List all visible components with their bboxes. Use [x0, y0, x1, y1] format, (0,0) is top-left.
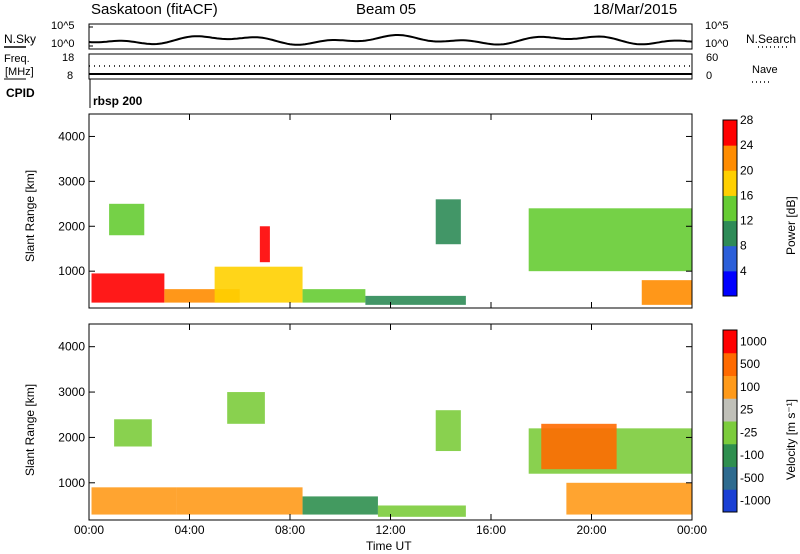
velocity-colorbar-swatch-5	[723, 375, 737, 399]
power-colorbar-swatch-2	[723, 220, 737, 247]
power-region-5	[641, 280, 692, 305]
power-colorbar-label-1: 8	[740, 239, 747, 253]
velocity-colorbar-label-4: -25	[740, 425, 758, 439]
power-region-9	[259, 226, 270, 263]
velocity-region-5	[227, 392, 265, 424]
power-region-4	[365, 295, 466, 305]
velocity-xtick-label-0: 00:00	[74, 523, 104, 537]
power-region-7	[435, 199, 461, 245]
power-colorbar-label-5: 24	[740, 138, 754, 152]
power-colorbar-swatch-6	[723, 120, 737, 146]
status-tick-left-bottom: 10^0	[51, 38, 75, 50]
velocity-xtick-label-2: 08:00	[275, 523, 305, 537]
nave-tick-bottom: 0	[706, 70, 713, 82]
status-panel-frame	[88, 23, 693, 50]
velocity-colorbar-swatch-6	[723, 352, 737, 376]
power-ytick-label-0: 1000	[58, 264, 85, 278]
power-colorbar-swatch-3	[723, 195, 737, 222]
velocity-region-6	[435, 410, 461, 452]
freq-tick-bottom: 8	[67, 70, 74, 82]
velocity-colorbar-label-1: 500	[740, 357, 760, 371]
power-region-8	[528, 208, 692, 272]
velocity-colorbar-label-3: 25	[740, 403, 754, 417]
power-colorbar-label-0: 4	[740, 264, 747, 278]
velocity-colorbar-swatch-4	[723, 398, 737, 422]
status-tick-left-top: 10^5	[51, 20, 75, 32]
beam-title: Beam 05	[356, 1, 417, 18]
velocity-colorbar-swatch-0	[723, 489, 737, 513]
velocity-ytick-label-1: 2000	[58, 430, 85, 444]
nsky-label: N.Sky	[4, 32, 37, 46]
velocity-region-1	[176, 487, 303, 515]
freq-label: Freq.	[4, 53, 30, 65]
date-title: 18/Mar/2015	[593, 1, 678, 18]
power-colorbar-swatch-4	[723, 170, 737, 196]
power-colorbar-label-4: 20	[740, 163, 754, 177]
velocity-region-4	[114, 419, 152, 447]
nave-label: Nave	[752, 64, 778, 76]
velocity-colorbar-label-6: -500	[740, 471, 764, 485]
nsky-series-line	[88, 34, 693, 46]
velocity-ytick-label-3: 4000	[58, 340, 85, 354]
power-region-6	[109, 203, 145, 236]
power-ytick-label-1: 2000	[58, 219, 85, 233]
power-colorbar-label-2: 12	[740, 214, 754, 228]
velocity-colorbar-label-7: -1000	[740, 494, 771, 508]
velocity-colorbar-label-2: 100	[740, 380, 760, 394]
velocity-xtick-label-5: 20:00	[576, 523, 606, 537]
velocity-region-8	[541, 423, 617, 470]
nsearch-label: N.Search	[746, 32, 797, 46]
velocity-xtick-label-4: 16:00	[476, 523, 506, 537]
velocity-region-3	[377, 505, 466, 517]
time-xlabel: Time UT	[366, 539, 412, 553]
velocity-region-9	[566, 482, 692, 515]
freq-tick-top: 18	[62, 52, 75, 64]
station-title: Saskatoon (fitACF)	[91, 1, 218, 18]
velocity-colorbar-label-0: 1000	[740, 334, 767, 348]
nave-tick-top: 60	[706, 52, 719, 64]
velocity-colorbar-swatch-7	[723, 330, 737, 354]
power-colorbar-swatch-5	[723, 145, 737, 171]
freq-unit-label: [MHz]	[5, 66, 34, 78]
velocity-colorbar-swatch-1	[723, 466, 737, 490]
velocity-ytick-label-2: 3000	[58, 385, 85, 399]
power-colorbar-swatch-1	[723, 245, 737, 272]
velocity-region-0	[91, 487, 177, 515]
power-region-0	[91, 273, 165, 303]
velocity-xtick-label-6: 00:00	[677, 523, 707, 537]
power-ytick-label-2: 3000	[58, 174, 85, 188]
power-region-3	[302, 289, 366, 303]
status-tick-right-top: 10^5	[705, 20, 729, 32]
velocity-colorbar-label-5: -100	[740, 448, 764, 462]
velocity-xtick-label-1: 04:00	[174, 523, 204, 537]
power-colorbar-label-6: 28	[740, 113, 754, 127]
power-region-2	[214, 266, 303, 303]
velocity-xtick-label-3: 12:00	[375, 523, 405, 537]
velocity-colorbar-frame	[722, 329, 738, 513]
velocity-colorbar-swatch-3	[723, 421, 737, 445]
velocity-ytick-label-0: 1000	[58, 476, 85, 490]
cpid-value: rbsp 200	[93, 94, 143, 108]
status-tick-right-bottom: 10^0	[705, 38, 729, 50]
velocity-colorbar-swatch-2	[723, 443, 737, 467]
power-ytick-label-3: 4000	[58, 129, 85, 143]
power-colorbar-swatch-0	[723, 270, 737, 297]
power-colorbar-label-3: 16	[740, 188, 754, 202]
velocity-region-2	[302, 496, 378, 515]
cpid-label: CPID	[6, 86, 35, 100]
power-colorbar-frame	[722, 119, 738, 297]
